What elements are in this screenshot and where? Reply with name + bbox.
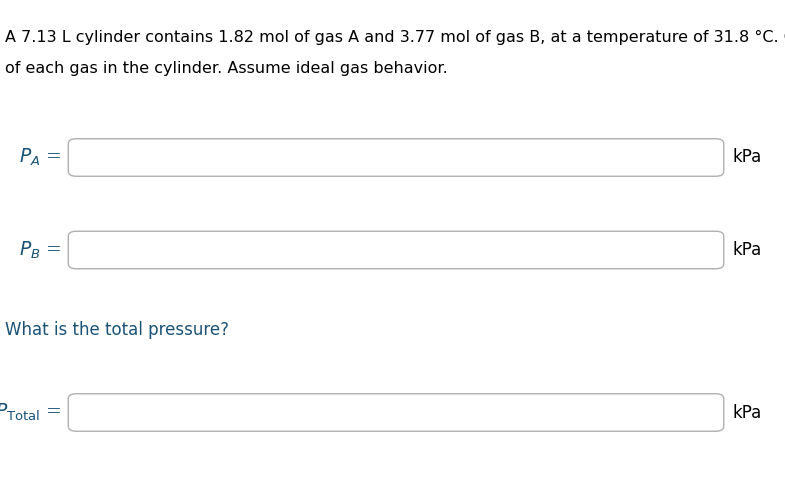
- Text: of each gas in the cylinder. Assume ideal gas behavior.: of each gas in the cylinder. Assume idea…: [5, 61, 448, 76]
- FancyBboxPatch shape: [68, 138, 724, 176]
- Text: kPa: kPa: [732, 241, 761, 259]
- Text: A 7.13 L cylinder contains 1.82 mol of gas A and 3.77 mol of gas B, at a tempera: A 7.13 L cylinder contains 1.82 mol of g…: [5, 30, 785, 45]
- FancyBboxPatch shape: [68, 231, 724, 269]
- Text: kPa: kPa: [732, 148, 761, 166]
- Text: kPa: kPa: [732, 404, 761, 421]
- Text: What is the total pressure?: What is the total pressure?: [5, 321, 229, 339]
- Text: $P_B$ =: $P_B$ =: [19, 240, 61, 260]
- Text: $P_\mathrm{Total}$ =: $P_\mathrm{Total}$ =: [0, 402, 61, 423]
- FancyBboxPatch shape: [68, 394, 724, 431]
- Text: $P_A$ =: $P_A$ =: [19, 147, 61, 168]
